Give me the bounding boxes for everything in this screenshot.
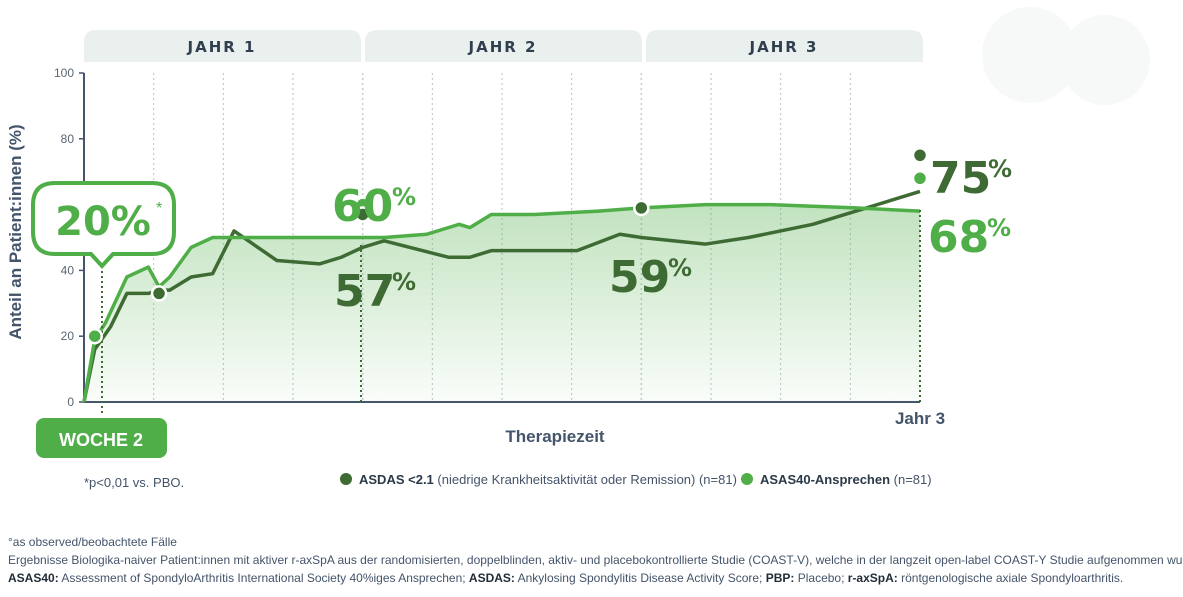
labeled-points <box>86 147 929 345</box>
pct-label-asas40-yr1: 60 % <box>332 181 416 232</box>
year-band-2 <box>365 30 642 62</box>
abbr-raxspa: r-axSpA: <box>847 571 898 585</box>
year-band-3 <box>646 30 923 62</box>
asdas-point <box>354 206 371 223</box>
year-band-3-label: JAHR 3 <box>749 38 819 56</box>
callout-20pct: 20% * <box>31 181 176 269</box>
x-axis-label: Therapiezeit <box>505 427 605 446</box>
legend-asas40-dot <box>741 473 753 485</box>
legend-asdas-name: ASDAS <2.1 <box>359 472 434 487</box>
footnote-abbreviations: ASAS40: Assessment of SpondyloArthritis … <box>8 571 1123 585</box>
pct-sign: % <box>988 155 1012 183</box>
y-tick-label: 20 <box>61 329 75 343</box>
pct-value: 59 <box>609 252 670 303</box>
abbr-asdas-text: Ankylosing Spondylitis Disease Activity … <box>514 571 766 585</box>
pct-sign: % <box>987 214 1011 242</box>
pct-sign: % <box>668 254 692 282</box>
year-band-1-label: JAHR 1 <box>187 38 257 56</box>
week2-badge: WOCHE 2 <box>36 418 167 458</box>
asdas-series-line <box>82 189 921 403</box>
pct-label-asas40-yr3: 68 % <box>928 212 1011 263</box>
y-tick-label: 100 <box>54 66 74 80</box>
y-tick-label: 0 <box>67 395 74 409</box>
pct-value: 57 <box>334 266 395 317</box>
asdas-point <box>633 199 650 217</box>
footnote-observed: °as observed/beobachtete Fälle <box>8 535 177 549</box>
pct-value: 75 <box>930 153 991 204</box>
callout-bubble <box>31 181 176 269</box>
pct-sign: % <box>392 268 416 296</box>
asas40-point <box>86 327 103 345</box>
legend-asas40: ASAS40-Ansprechen (n=81) <box>741 472 932 487</box>
asas40-area-fill <box>84 204 920 402</box>
y-axis-label: Anteil an Patient:innen (%) <box>6 124 25 339</box>
pct-label-asdas-yr1: 57 % <box>334 266 416 317</box>
abbr-asdas: ASDAS: <box>468 571 515 585</box>
pct-sign: % <box>392 183 416 211</box>
callout-value: 20% <box>55 199 151 245</box>
y-tick-label: 40 <box>61 263 75 277</box>
y-tick-label: 80 <box>61 132 75 146</box>
legend-asas40-name: ASAS40-Ansprechen <box>760 472 891 487</box>
abbr-asas40: ASAS40: <box>8 571 59 585</box>
legend-asdas: ASDAS <2.1 (niedrige Krankheitsaktivität… <box>340 472 737 487</box>
legend-asdas-dot <box>340 473 352 485</box>
abbr-asas40-text: Assessment of SpondyloArthritis Internat… <box>58 571 469 585</box>
pct-value: 60 <box>332 181 393 232</box>
asdas-point <box>911 147 929 164</box>
pvalue-note: *p<0,01 vs. PBO. <box>84 475 185 490</box>
footnote-study: Ergebnisse Biologika-naiver Patient:inne… <box>8 553 1183 567</box>
asdas-point <box>150 285 168 302</box>
pct-label-asdas-yr2: 59 % <box>609 252 692 303</box>
pct-value: 68 <box>928 212 989 263</box>
abbr-pbp-text: Placebo; <box>794 571 848 585</box>
year-band-2-label: JAHR 2 <box>468 38 538 56</box>
year3-tick-label: Jahr 3 <box>895 409 945 428</box>
callout-mark: * <box>156 200 162 217</box>
year-band-1 <box>84 30 361 62</box>
legend-asas40-desc: (n=81) <box>890 472 932 487</box>
asas40-point <box>911 170 929 187</box>
week2-badge-label: WOCHE 2 <box>59 430 143 450</box>
watermark-logo <box>982 7 1150 105</box>
abbr-pbp: PBP: <box>765 571 795 585</box>
legend-asdas-desc: (niedrige Krankheitsaktivität oder Remis… <box>433 472 737 487</box>
year-bands: JAHR 1 JAHR 2 JAHR 3 <box>84 30 923 62</box>
week2-badge-bg <box>36 418 167 458</box>
abbr-raxspa-text: röntgenologische axiale Spondyloarthriti… <box>897 571 1124 585</box>
asas40-series-line <box>82 202 921 403</box>
pct-label-asdas-yr3: 75 % <box>930 153 1012 204</box>
